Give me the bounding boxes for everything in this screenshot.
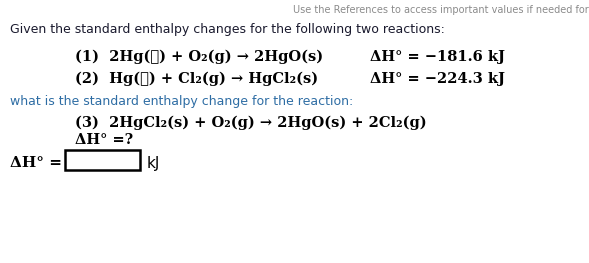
Text: Given the standard enthalpy changes for the following two reactions:: Given the standard enthalpy changes for … xyxy=(10,23,445,36)
Text: what is the standard enthalpy change for the reaction:: what is the standard enthalpy change for… xyxy=(10,95,353,108)
Text: ΔH° = −181.6 kJ: ΔH° = −181.6 kJ xyxy=(370,50,505,64)
Text: ΔH° =: ΔH° = xyxy=(10,156,62,170)
Text: Use the References to access important values if needed for: Use the References to access important v… xyxy=(293,5,589,15)
Text: kJ: kJ xyxy=(147,156,160,171)
Text: ΔH° =?: ΔH° =? xyxy=(75,133,133,147)
Text: (3)  2HgCl₂(s) + O₂(g) → 2HgO(s) + 2Cl₂(g): (3) 2HgCl₂(s) + O₂(g) → 2HgO(s) + 2Cl₂(g… xyxy=(75,116,426,130)
Text: ΔH° = −224.3 kJ: ΔH° = −224.3 kJ xyxy=(370,72,505,86)
Text: (2)  Hg(ℓ) + Cl₂(g) → HgCl₂(s): (2) Hg(ℓ) + Cl₂(g) → HgCl₂(s) xyxy=(75,72,318,86)
Text: (1)  2Hg(ℓ) + O₂(g) → 2HgO(s): (1) 2Hg(ℓ) + O₂(g) → 2HgO(s) xyxy=(75,50,323,64)
FancyBboxPatch shape xyxy=(65,150,140,170)
